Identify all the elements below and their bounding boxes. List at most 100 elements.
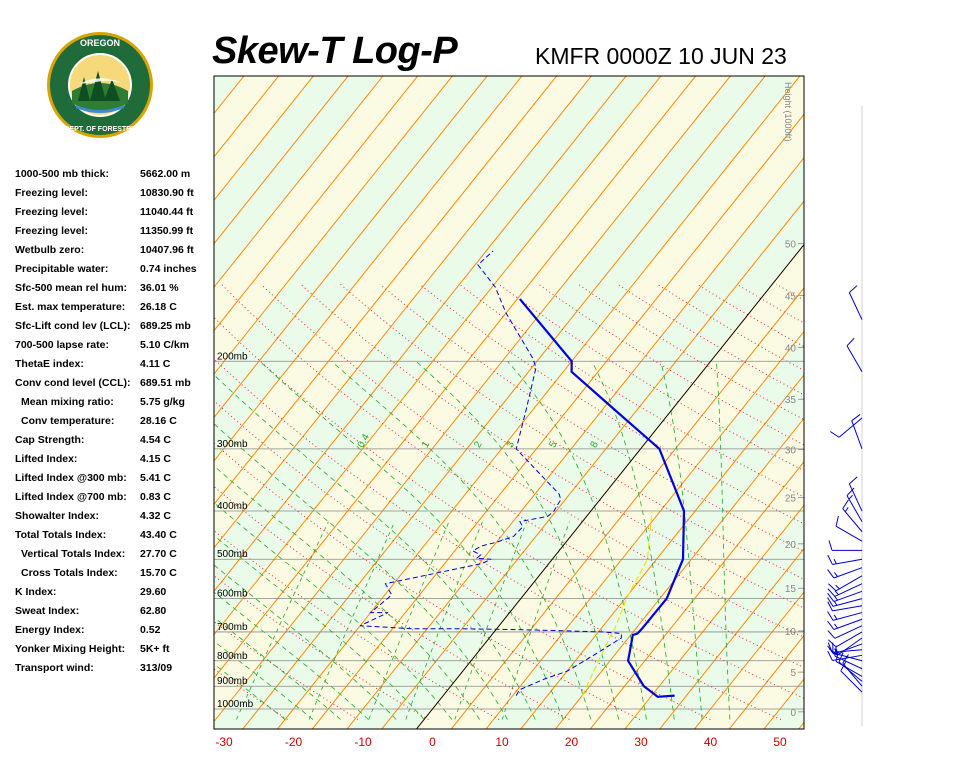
index-value: 10407.96 ft [140,244,194,256]
wind-barb-shaft [833,567,863,579]
wind-barb-half-feather [834,595,838,601]
isotherm-line [214,76,454,375]
moist-adiabat [214,534,425,720]
wind-barb [827,601,863,612]
wind-barb-shaft [834,583,863,597]
x-tick-label: -30 [215,735,233,749]
pressure-label: 800mb [217,651,248,662]
mixing-ratio-line [501,521,570,720]
isotherm-line [214,76,315,202]
isotherm-line [214,76,384,288]
index-row: Wetbulb zero: 10407.96 ft [15,244,210,263]
x-tick-label: 30 [634,735,648,749]
index-row: Lifted Index @300 mb: 5.41 C [15,472,210,491]
index-row: ThetaE index: 4.11 C [15,358,210,377]
wind-barb-shaft [834,625,863,639]
index-label: Precipitable water: [15,263,109,275]
isotherm-line [554,417,804,729]
index-label: Yonker Mixing Height: [15,643,126,655]
wind-barb-feather [828,583,837,592]
index-label: Lifted Index: [15,453,78,465]
x-tick-label: -20 [285,735,303,749]
height-tick-label: 5 [790,668,796,679]
index-row: Vertical Totals Index: 27.70 C [15,548,210,567]
index-value: 43.40 C [140,529,177,541]
isotherm-line [520,374,804,729]
index-value: 0.52 [140,624,161,636]
plot-area: 0.4 1 2 3 5 81000mb900mb800mb700mb600mb500mb4… [0,66,804,739]
index-row: Conv temperature: 28.16 C [15,415,210,434]
wind-barb [827,618,863,630]
isotherm-line [693,591,804,729]
wind-barb-feather [828,639,837,648]
x-tick-label: 0 [429,735,436,749]
wind-barb [828,575,863,592]
isotherm-line [214,76,662,636]
wind-barb-feather [827,601,833,612]
wind-barb-shaft [832,654,863,662]
wind-barb [828,540,862,551]
pressure-label: 900mb [217,676,248,687]
index-label: Cross Totals Index: [21,567,118,579]
index-value: 5662.00 m [140,168,191,180]
isotherm-line [0,66,182,739]
index-value: 4.15 C [140,453,171,465]
stability-indices-panel: 1000-500 mb thick: 5662.00 m Freezing leve… [15,168,210,681]
isotherm-line [214,76,349,245]
index-row: 1000-500 mb thick: 5662.00 m [15,168,210,187]
isotherm-line [589,461,804,729]
height-tick-label: 50 [785,240,797,251]
isotherm-line [485,330,804,729]
isotherm-line [242,76,766,729]
wind-barb-shaft [846,345,863,373]
index-row: Energy Index: 0.52 [15,624,210,643]
index-label: Conv cond level (CCL): [15,377,131,389]
pressure-label: 400mb [217,501,248,512]
moist-adiabat [415,361,620,720]
wind-barb [827,597,863,607]
index-row: Sfc-500 mean rel hum: 36.01 % [15,282,210,301]
temperature-trace [519,298,686,698]
height-tick-label: 45 [785,291,797,302]
dry-adiabat [214,668,288,720]
wind-barb-feather [838,652,844,663]
index-value: 4.32 C [140,510,171,522]
index-value: 5.75 g/kg [140,396,185,408]
pressure-label: 700mb [217,622,248,633]
wind-barb-half-feather [834,648,838,654]
pressure-label: 1000mb [217,699,254,710]
index-row: Lifted Index @700 mb: 0.83 C [15,491,210,510]
pressure-label: 200mb [217,351,248,362]
index-row: Yonker Mixing Height: 5K+ ft [15,643,210,662]
index-row: Conv cond level (CCL): 689.51 mb [15,377,210,396]
index-row: Lifted Index: 4.15 C [15,453,210,472]
index-value: 27.70 C [140,548,177,560]
wind-barb-shaft [835,525,863,542]
wind-barb-half-feather [848,494,853,500]
zero-isotherm-line [416,243,804,729]
temperature-band [214,76,800,729]
wind-barb-shaft [833,590,863,603]
wind-barb-shaft [832,605,863,612]
index-value: 0.74 inches [140,263,197,275]
wind-barb [842,499,863,532]
wind-barb-shaft [835,660,863,677]
wind-barb-shaft [848,292,863,320]
index-value: 689.51 mb [140,377,191,389]
index-label: Sfc-500 mean rel hum: [15,282,128,294]
wind-barb-feather [827,588,836,597]
index-label: Sfc-Lift cond lev (LCL): [15,320,131,332]
index-label: 1000-500 mb thick: [15,168,109,180]
isotherm-line [346,156,804,729]
isotherm-line [214,76,419,332]
index-row: Precipitable water: 0.74 inches [15,263,210,282]
wind-barb-shaft [832,652,863,662]
wind-barb-shaft [840,670,863,693]
wind-barb [846,487,863,522]
height-tick-label: 25 [785,494,797,505]
index-label: Lifted Index @300 mb: [15,472,127,484]
moist-adiabat [259,361,564,720]
index-row: Sfc-Lift cond lev (LCL): 689.25 mb [15,320,210,339]
isotherm-line [214,76,627,592]
oregon-department-of-forestry-logo: OREGON DEPT. OF FORESTRY [47,32,153,138]
